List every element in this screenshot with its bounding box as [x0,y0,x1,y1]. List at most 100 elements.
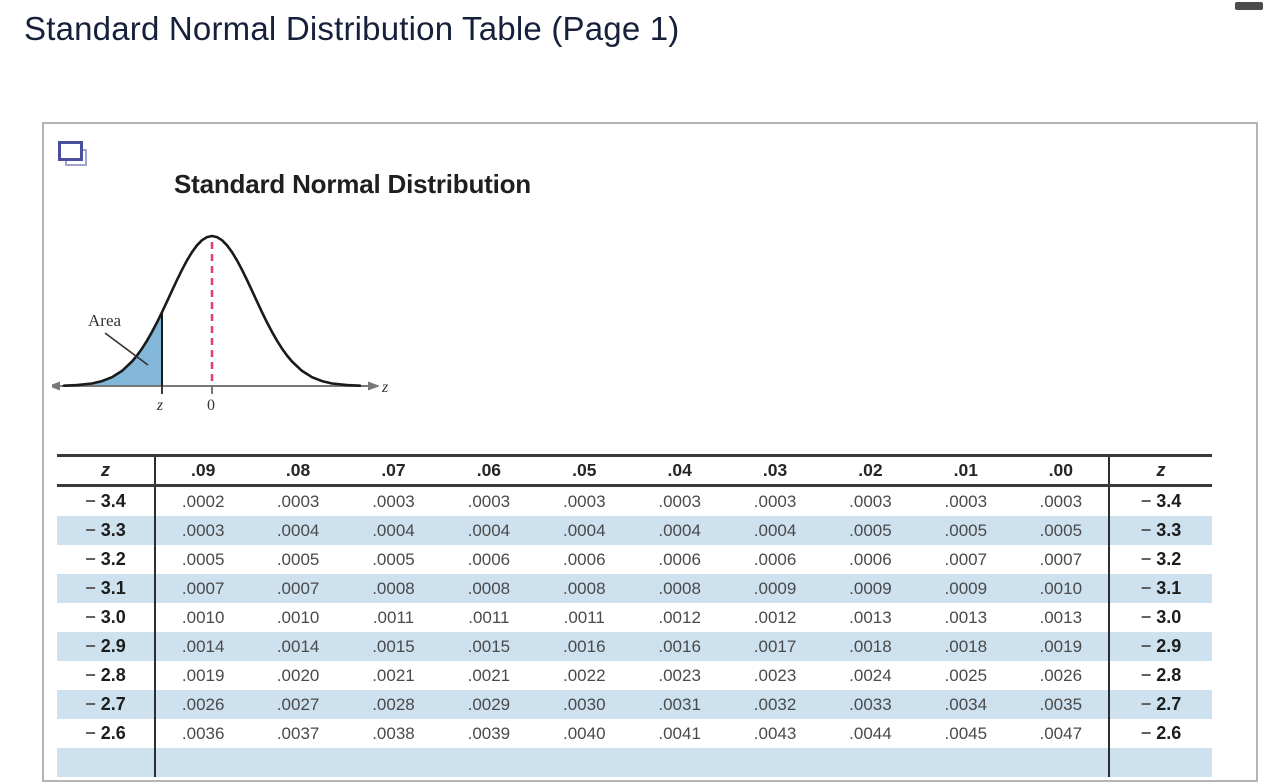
table-cell: .0038 [372,724,415,743]
table-cell: .0019 [181,666,225,685]
table-cell: .0006 [753,550,797,569]
table-cell: .0007 [1039,550,1083,569]
table-cell: .0014 [181,637,225,656]
table-cell: .0004 [467,521,511,540]
col-header-08: .08 [250,455,346,487]
col-header-06: .06 [441,455,537,487]
table-cell: .0011 [468,608,510,627]
row-z-label: −3.2 [57,545,156,574]
table-cell: .0010 [276,608,320,627]
table-cell: .0003 [276,492,320,511]
row-z-label: −3.1 [1108,574,1212,603]
table-cell: .0003 [849,492,892,511]
row-z-label: −2.6 [1108,719,1212,748]
page-title: Standard Normal Distribution Table (Page… [24,10,680,47]
table-cell [918,748,1013,777]
table-cell: .0015 [467,637,511,656]
table-cell: .0041 [658,724,701,743]
table-cell: .0043 [753,724,797,743]
z-table: z .09.08.07.06.05.04.03.02.01.00 z −3.4.00… [57,454,1212,777]
table-cell: .0006 [467,550,511,569]
table-cell: .0021 [372,666,415,685]
normal-curve-figure: Area z 0 z [52,234,389,414]
axis-arrow-left [52,381,60,391]
table-cell: .0010 [181,608,225,627]
row-z-label: −3.2 [1108,545,1212,574]
col-header-02: .02 [822,455,919,487]
col-header-01: .01 [918,455,1014,487]
row-z-label: −3.0 [1108,603,1212,632]
row-z-label: −2.8 [1108,661,1212,690]
table-cell: .0007 [944,550,988,569]
table-cell: .0026 [181,695,225,714]
table-cell: .0004 [276,521,320,540]
table-cell: .0009 [753,579,797,598]
table-cell [1014,748,1109,777]
table-cell [57,748,156,777]
table-cell: .0023 [658,666,701,685]
area-label: Area [88,311,121,330]
table-cell: .0005 [181,550,225,569]
table-cell: .0020 [276,666,320,685]
table-cell: .0005 [1039,521,1083,540]
row-z-label: −2.8 [57,661,156,690]
table-cell: .0004 [562,521,606,540]
table-cell: .0004 [658,521,701,540]
top-right-pill [1235,2,1263,10]
table-row: −2.9 .0014 .0014 .0015 .0015 .0016 .0016 .0017.… [57,632,1212,661]
table-cell: .0021 [467,666,511,685]
table-cell: .0004 [753,521,797,540]
table-cell: .0004 [372,521,415,540]
table-cell [155,748,250,777]
table-cell: .0007 [276,579,320,598]
table-cell: .0006 [849,550,892,569]
table-row: −3.2 .0005 .0005 .0005 .0006 .0006 .0006 .0006.… [57,545,1212,574]
table-cell [823,748,918,777]
table-cell: .0022 [562,666,606,685]
table-row: −3.1 .0007 .0007 .0008 .0008 .0008 .0008 .0009.… [57,574,1212,603]
table-cell: .0008 [562,579,606,598]
table-cell: .0011 [372,608,415,627]
table-cell: .0003 [181,521,225,540]
table-row: −2.6 .0036 .0037 .0038 .0039 .0040 .0041 .0043.… [57,719,1212,748]
table-cell: .0010 [1039,579,1083,598]
table-cell: .0005 [849,521,892,540]
table-row: −2.8 .0019 .0020 .0021 .0021 .0022 .0023 .0023.… [57,661,1212,690]
table-cell: .0040 [562,724,606,743]
table-cell: .0009 [849,579,892,598]
table-cell: .0029 [467,695,511,714]
area-pointer-line [104,332,149,366]
col-header-09: .09 [155,455,251,487]
table-cell: .0003 [1039,492,1083,511]
table-cell: .0018 [849,637,892,656]
table-cell: .0006 [562,550,606,569]
row-z-label: −2.6 [57,719,156,748]
table-cell: .0031 [658,695,701,714]
table-cell: .0019 [1039,637,1083,656]
table-cell: .0003 [658,492,701,511]
table-cell: .0013 [849,608,892,627]
table-cell: .0013 [944,608,988,627]
col-header-z-right: z [1108,455,1212,487]
row-z-label: −2.9 [1108,632,1212,661]
duplicate-window-icon[interactable] [58,141,88,167]
table-cell: .0012 [753,608,797,627]
table-cell: .0039 [467,724,511,743]
axis-arrow-right [368,381,380,391]
table-cell: .0037 [276,724,320,743]
row-z-label: −3.3 [1108,516,1212,545]
table-cell: .0014 [276,637,320,656]
table-cell: .0005 [276,550,320,569]
zero-tick-label: 0 [207,397,215,414]
table-cell: .0047 [1039,724,1083,743]
table-row: −3.3 .0003 .0004 .0004 .0004 .0004 .0004 .0004.… [57,516,1212,545]
row-z-label: −3.3 [57,516,156,545]
table-cell: .0003 [753,492,797,511]
table-cell [346,748,441,777]
table-cell: .0017 [753,637,797,656]
content-panel: Standard Normal Distribution Area z 0 z [42,122,1258,782]
table-cell: .0025 [944,666,988,685]
row-z-label: −2.9 [57,632,156,661]
col-header-07: .07 [345,455,442,487]
table-cell [441,748,536,777]
